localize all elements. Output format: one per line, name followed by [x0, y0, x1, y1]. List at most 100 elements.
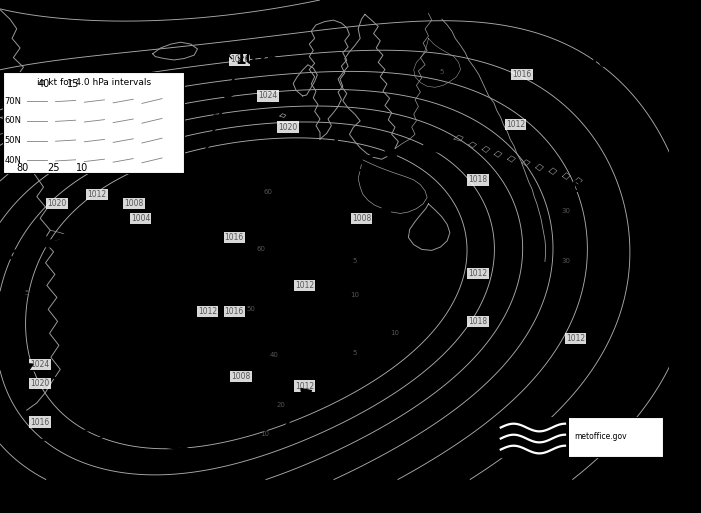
Polygon shape — [322, 317, 334, 325]
Text: in kt for 4.0 hPa intervals: in kt for 4.0 hPa intervals — [36, 77, 151, 87]
Text: 1026: 1026 — [230, 55, 250, 65]
Polygon shape — [339, 297, 355, 308]
Polygon shape — [38, 235, 53, 247]
Text: 10: 10 — [76, 163, 88, 173]
Polygon shape — [290, 345, 302, 353]
Polygon shape — [231, 69, 243, 77]
Text: 20: 20 — [277, 402, 285, 408]
Bar — [4, 72, 184, 173]
Text: L: L — [322, 280, 334, 298]
Polygon shape — [246, 220, 258, 231]
Bar — [497, 417, 569, 457]
Text: 5: 5 — [353, 349, 357, 356]
Polygon shape — [88, 423, 101, 433]
Polygon shape — [264, 417, 275, 425]
Polygon shape — [411, 293, 428, 303]
Text: 10: 10 — [589, 55, 610, 70]
Text: ×: × — [578, 57, 587, 67]
Polygon shape — [0, 247, 13, 259]
Polygon shape — [378, 288, 391, 299]
Text: 1012: 1012 — [566, 333, 585, 343]
Text: 1016: 1016 — [225, 307, 244, 317]
Polygon shape — [205, 138, 217, 146]
Text: 10: 10 — [390, 330, 400, 337]
Text: 1005: 1005 — [367, 225, 409, 240]
Text: 30: 30 — [562, 259, 570, 264]
Polygon shape — [214, 115, 225, 123]
Polygon shape — [59, 232, 72, 238]
Polygon shape — [179, 274, 191, 283]
Polygon shape — [147, 440, 159, 445]
Text: L: L — [332, 139, 343, 156]
Polygon shape — [85, 400, 102, 408]
Text: 40: 40 — [270, 352, 279, 358]
Polygon shape — [20, 364, 33, 374]
Text: ×: × — [235, 55, 245, 65]
Polygon shape — [272, 393, 283, 401]
Polygon shape — [24, 436, 36, 446]
Text: ×: × — [439, 112, 448, 123]
Polygon shape — [365, 167, 379, 177]
Polygon shape — [209, 223, 222, 233]
Polygon shape — [381, 208, 393, 215]
Text: 1016: 1016 — [225, 233, 244, 242]
Text: 10: 10 — [260, 431, 269, 437]
Text: 1016: 1016 — [94, 154, 114, 163]
Text: 1020: 1020 — [47, 200, 67, 208]
Polygon shape — [0, 362, 11, 368]
Text: 60N: 60N — [5, 116, 22, 125]
Text: 50: 50 — [247, 306, 255, 312]
Polygon shape — [18, 244, 31, 250]
Text: 1018: 1018 — [468, 317, 488, 326]
Polygon shape — [167, 249, 178, 258]
Polygon shape — [94, 389, 104, 398]
Polygon shape — [310, 297, 321, 305]
Polygon shape — [80, 225, 94, 236]
Polygon shape — [151, 322, 163, 330]
Polygon shape — [319, 273, 331, 281]
Text: 1012: 1012 — [295, 382, 314, 390]
Text: 1024: 1024 — [258, 91, 278, 101]
Text: 60: 60 — [257, 246, 266, 252]
Text: 1008: 1008 — [352, 214, 371, 223]
Text: 40N: 40N — [5, 156, 22, 165]
Polygon shape — [40, 371, 51, 378]
Polygon shape — [327, 249, 339, 257]
Text: H: H — [575, 150, 590, 168]
Polygon shape — [346, 165, 358, 170]
Text: 5: 5 — [25, 290, 29, 295]
Polygon shape — [422, 145, 434, 155]
Text: 1017: 1017 — [562, 180, 604, 194]
Text: 1020: 1020 — [31, 379, 50, 388]
Text: 997: 997 — [95, 427, 126, 442]
Text: 1016: 1016 — [31, 82, 50, 91]
Polygon shape — [454, 152, 469, 162]
Polygon shape — [335, 175, 346, 183]
Text: 1003: 1003 — [317, 168, 359, 183]
Polygon shape — [101, 411, 111, 419]
Text: 60: 60 — [264, 189, 272, 195]
Polygon shape — [56, 430, 69, 441]
Polygon shape — [301, 388, 312, 397]
Text: 1002: 1002 — [307, 309, 349, 324]
Text: ×: × — [564, 51, 576, 66]
Text: 1012: 1012 — [468, 269, 488, 278]
Text: L: L — [158, 215, 170, 233]
Text: 1012: 1012 — [198, 307, 217, 317]
Polygon shape — [55, 379, 72, 388]
Text: 1012: 1012 — [295, 281, 314, 290]
Text: 40: 40 — [37, 79, 50, 89]
Polygon shape — [257, 442, 269, 450]
Text: 15: 15 — [67, 79, 80, 89]
Text: 1016: 1016 — [27, 77, 46, 86]
Text: 1018: 1018 — [468, 175, 488, 184]
Polygon shape — [74, 389, 85, 396]
Text: L: L — [104, 397, 116, 415]
Text: 1016: 1016 — [31, 418, 50, 427]
Polygon shape — [319, 341, 331, 349]
Polygon shape — [170, 299, 182, 308]
Text: L: L — [383, 196, 394, 214]
Polygon shape — [123, 226, 139, 237]
Text: 5: 5 — [353, 259, 357, 264]
Polygon shape — [347, 156, 362, 166]
